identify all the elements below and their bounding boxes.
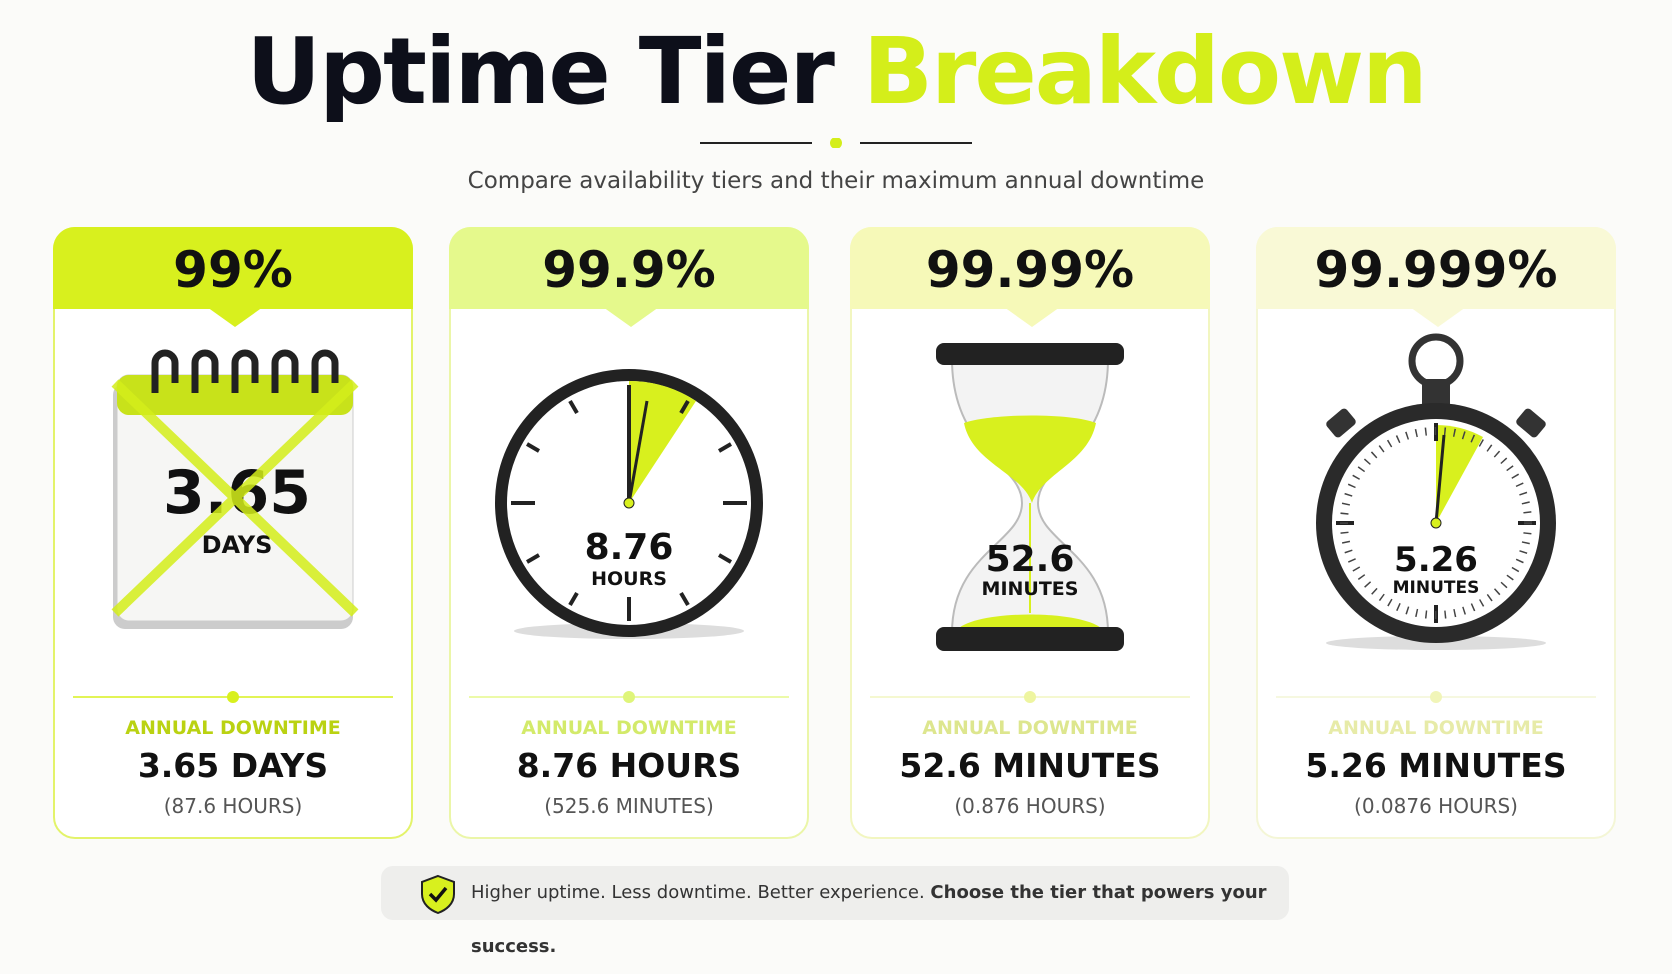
downtime: 5.26 MINUTES	[1305, 746, 1567, 785]
title-accent: Breakdown	[862, 18, 1428, 125]
divider	[1276, 691, 1596, 703]
tier: 99.9%	[542, 241, 716, 299]
footer-plain: Higher uptime. Less downtime. Better exp…	[471, 882, 925, 903]
page: Uptime Tier Breakdown Compare availabili…	[0, 21, 1672, 957]
tier: 99.999%	[1314, 241, 1558, 299]
divider	[73, 691, 393, 703]
divider	[870, 691, 1190, 703]
card-header	[53, 227, 413, 309]
secondary: (525.6 MINUTES)	[544, 794, 714, 818]
icon-unit: MINUTES	[1393, 578, 1480, 598]
tier-card: 99.9% 8.76 HOURS ANNUAL DOWNTIME 8.76 HO…	[449, 227, 809, 839]
clock-icon: 8.76 HOURS	[495, 369, 763, 639]
title: Uptime Tier Breakdown	[0, 22, 1672, 122]
notch	[1410, 307, 1466, 327]
calendar-icon: 3.65 DAYS	[111, 349, 359, 629]
tier-card: 99% 3.65 DAYS ANNUAL DOWNTIME 3.65 DAYS …	[53, 227, 413, 839]
stopwatch-icon: 5.26 MINUTES	[1316, 333, 1556, 650]
notch	[207, 307, 263, 327]
notch	[1004, 307, 1060, 327]
title-dark: Uptime Tier	[246, 18, 834, 125]
hourglass-icon: 52.6 MINUTES	[936, 343, 1124, 651]
icon-value: 5.26	[1394, 540, 1478, 580]
icon-unit: DAYS	[202, 531, 273, 559]
footer: Higher uptime. Less downtime. Better exp…	[381, 866, 1289, 957]
card-header	[1256, 227, 1616, 309]
icon-value: 8.76	[585, 527, 674, 568]
footer-text: Higher uptime. Less downtime. Better exp…	[471, 866, 1289, 974]
secondary: (87.6 HOURS)	[163, 794, 303, 818]
icon-unit: MINUTES	[982, 578, 1079, 600]
subtitle: Compare availability tiers and their max…	[467, 168, 1205, 194]
icon-unit: HOURS	[591, 568, 667, 590]
tier-card: 99.99% 52.6 MINUTES ANNUAL DOWNTIME 52.6…	[850, 227, 1210, 839]
downtime: 3.65 DAYS	[137, 746, 329, 785]
label: ANNUAL DOWNTIME	[1328, 717, 1544, 739]
tier: 99.99%	[925, 241, 1135, 299]
downtime: 8.76 HOURS	[516, 746, 742, 785]
secondary: (0.0876 HOURS)	[1354, 794, 1518, 818]
label: ANNUAL DOWNTIME	[521, 717, 737, 739]
title-divider	[700, 138, 972, 148]
divider	[469, 691, 789, 703]
card-header	[850, 227, 1210, 309]
icon-value: 52.6	[986, 539, 1075, 580]
downtime: 52.6 MINUTES	[899, 746, 1161, 785]
label: ANNUAL DOWNTIME	[125, 717, 341, 739]
card-header	[449, 227, 809, 309]
notch	[603, 307, 659, 327]
shield-icon	[421, 874, 455, 914]
secondary: (0.876 HOURS)	[954, 794, 1106, 818]
label: ANNUAL DOWNTIME	[922, 717, 1138, 739]
tier-card: 99.999% 5.26 MINUTES ANNUAL DOWNTIME 5.2…	[1256, 227, 1616, 839]
tier: 99%	[173, 241, 293, 299]
